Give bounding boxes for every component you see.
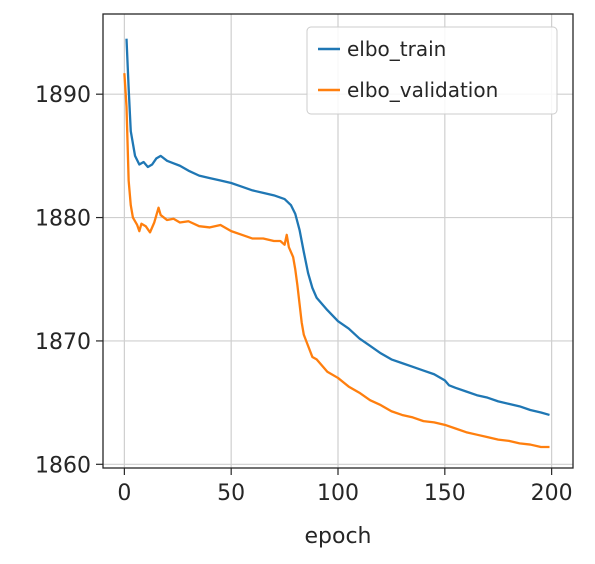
y-tick-label: 1870 [35, 330, 91, 355]
series-line-elbo-validation [123, 73, 550, 449]
y-tick-label: 1890 [35, 83, 91, 108]
x-tick-label: 150 [424, 481, 466, 506]
series-line-elbo-train [125, 38, 550, 417]
series-layer [123, 38, 550, 449]
legend-label-elbo-train: elbo_train [347, 37, 446, 61]
legend-box [306, 26, 558, 115]
x-tick-label: 200 [531, 481, 573, 506]
x-tick-label: 100 [317, 481, 359, 506]
x-tick-label: 0 [117, 481, 131, 506]
x-axis-label: epoch [305, 524, 372, 549]
x-tick-label: 50 [217, 481, 245, 506]
legend-label-elbo-validation: elbo_validation [347, 78, 498, 102]
legend: elbo_train elbo_validation [306, 26, 558, 115]
y-tick-label: 1880 [35, 207, 91, 232]
y-tick-label: 1860 [35, 453, 91, 478]
axis-ticks: 0 50 100 150 200 1860 1870 1880 1890 [35, 83, 573, 506]
